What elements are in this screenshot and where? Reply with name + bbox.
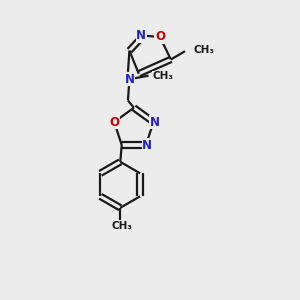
Text: CH₃: CH₃ bbox=[111, 221, 132, 231]
Text: N: N bbox=[136, 29, 146, 42]
Text: O: O bbox=[155, 30, 165, 43]
Text: O: O bbox=[109, 116, 119, 128]
Text: CH₃: CH₃ bbox=[193, 45, 214, 55]
Text: N: N bbox=[142, 139, 152, 152]
Text: CH₃: CH₃ bbox=[152, 71, 173, 81]
Text: N: N bbox=[124, 73, 134, 86]
Text: N: N bbox=[150, 116, 160, 128]
